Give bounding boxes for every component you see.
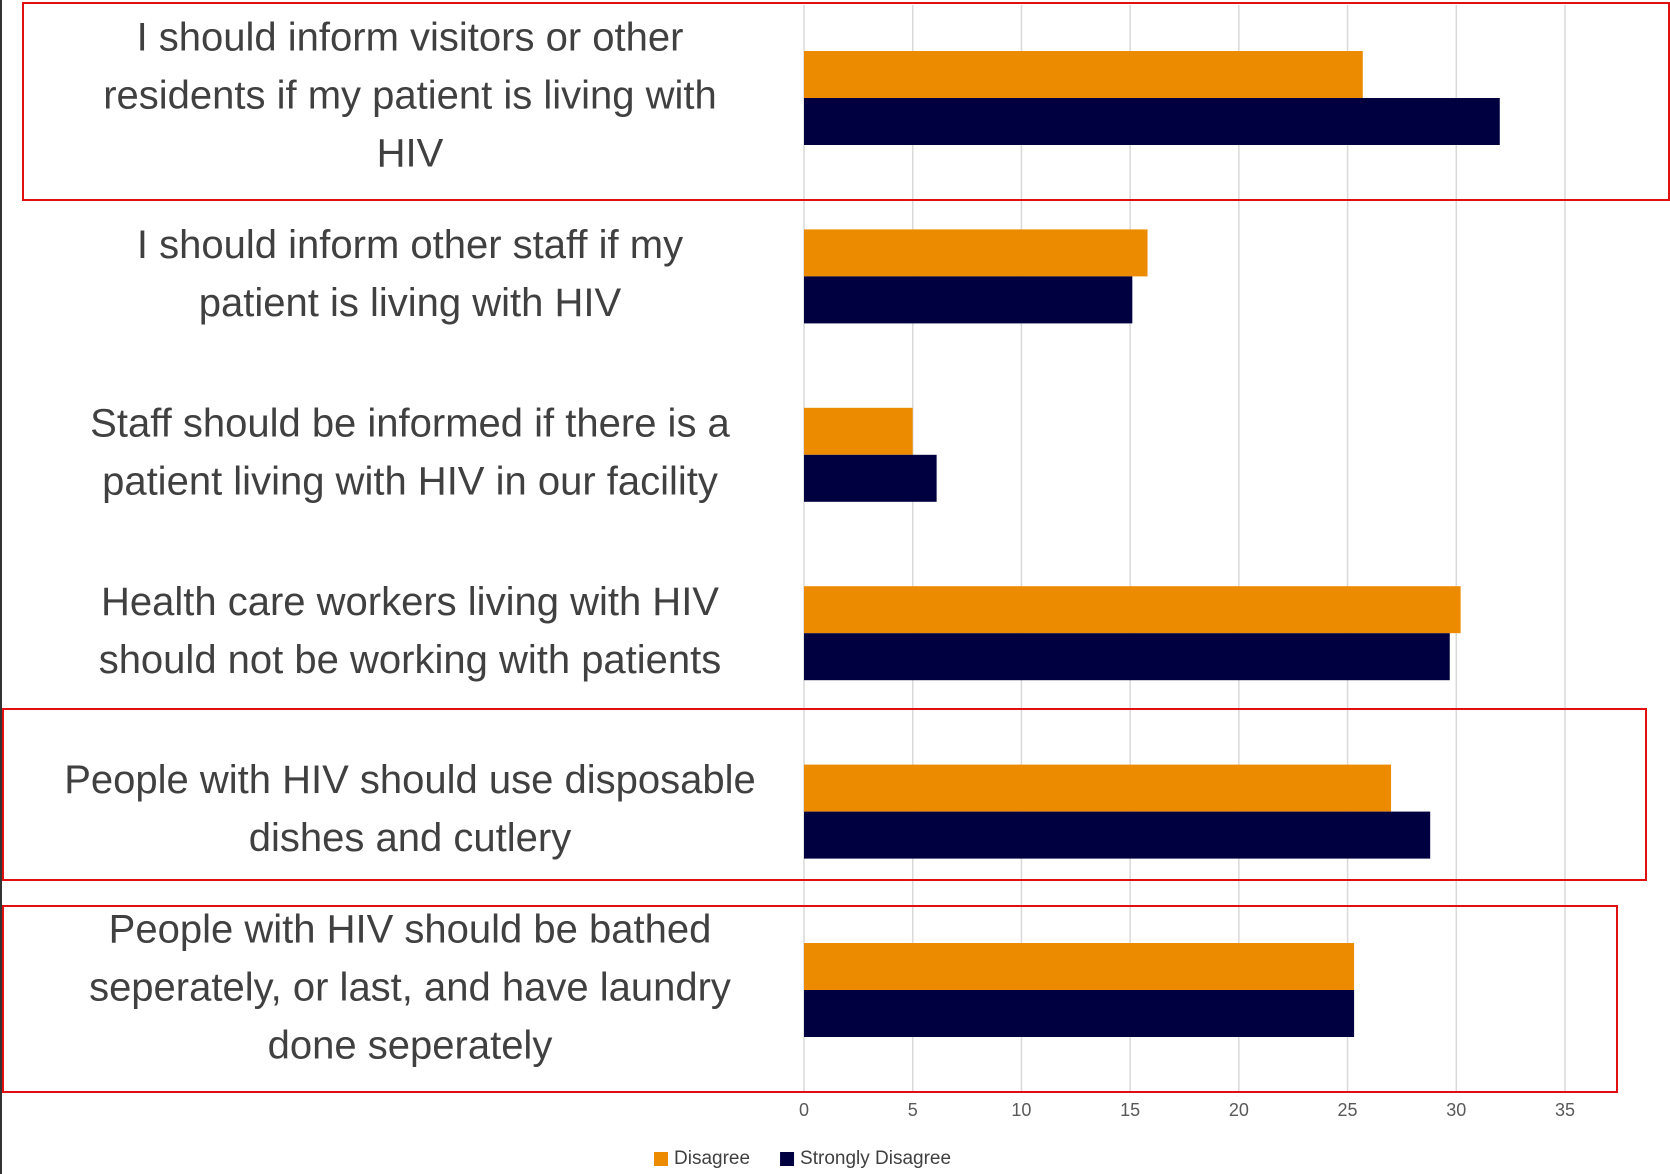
bar [804,990,1355,1037]
category-label: People with HIV should use disposable [64,758,756,802]
highlight-box [2,905,1618,1093]
category-label: patient living with HIV in our facility [102,459,718,503]
bar [804,407,913,455]
category-label: dishes and cutlery [249,816,571,860]
bar [804,98,1500,145]
category-label: seperately, or last, and have laundry [89,966,731,1010]
x-tick-label: 35 [1555,1100,1575,1120]
x-tick-label: 20 [1229,1100,1249,1120]
highlight-box [22,2,1670,201]
highlight-box [2,708,1647,881]
x-tick-label: 10 [1011,1100,1031,1120]
bar [804,633,1450,681]
category-label: Staff should be informed if there is a [90,401,730,445]
category-label: should not be working with patients [99,638,722,682]
legend-label: Disagree [674,1148,750,1169]
category-label: I should inform visitors or other [137,16,684,60]
x-tick-label: 30 [1446,1100,1466,1120]
bar [804,764,1392,812]
bar [804,811,1431,859]
category-label: patient is living with HIV [199,281,622,325]
bar [804,943,1355,990]
bar [804,229,1148,277]
bar [804,276,1133,324]
category-label: Health care workers living with HIV [101,580,719,624]
x-tick-label: 5 [908,1100,918,1120]
legend-swatch [654,1152,668,1166]
category-label: residents if my patient is living with [103,74,717,118]
bar [804,586,1461,634]
plot: 0 5 10 15 20 25 30 35 I should inform visitors o… [64,5,1575,1169]
legend-swatch [780,1152,795,1166]
category-label: HIV [377,132,444,176]
bar [804,454,937,502]
category-label: I should inform other staff if my [137,223,683,267]
x-tick-label: 15 [1120,1100,1140,1120]
category-label: done seperately [268,1024,553,1068]
category-label: People with HIV should be bathed [109,908,712,952]
legend-label: Strongly Disagree [800,1148,951,1169]
x-tick-label: 25 [1338,1100,1358,1120]
x-tick-label: 0 [799,1100,809,1120]
bar [804,51,1363,98]
